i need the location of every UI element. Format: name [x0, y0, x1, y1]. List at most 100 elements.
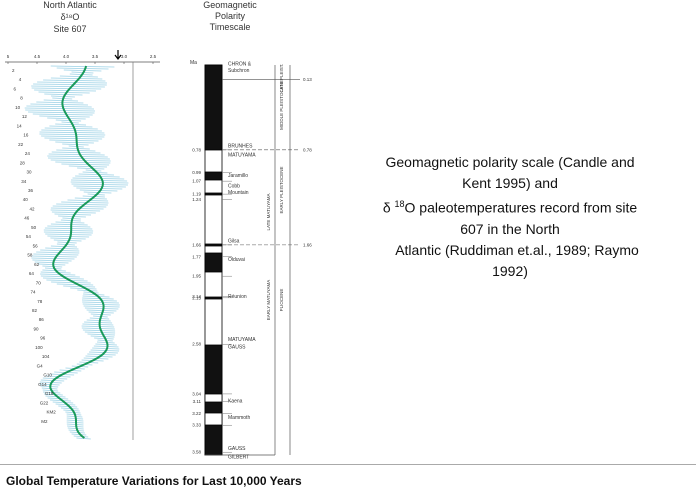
caption-text: O paleotemperatures record from site	[404, 199, 638, 216]
stage-label: 10	[15, 105, 21, 110]
stage-label: G18	[45, 391, 54, 396]
x-tick-label: 4.0	[63, 54, 70, 59]
epoch-label: MIDDLE PLEISTOCENE	[279, 80, 284, 130]
stage-label: 12	[22, 114, 28, 119]
title-line: North Atlantic	[43, 0, 97, 10]
chron-label: Mountain	[228, 190, 249, 196]
chron-label: MATUYAMA	[228, 152, 256, 158]
stage-label: 28	[20, 160, 26, 165]
stage-label: 4	[19, 77, 22, 82]
subdivision-label: EARLY MATUYAMA	[266, 280, 271, 320]
stage-label: 46	[24, 216, 30, 221]
age-label: 2.14	[192, 294, 201, 299]
stage-label: 82	[32, 308, 38, 313]
stage-label: 34	[21, 179, 27, 184]
x-tick-label: 3.5	[92, 54, 99, 59]
stage-label: 54	[26, 234, 32, 239]
stage-label: G4	[37, 363, 44, 368]
normal-reunion	[204, 296, 223, 300]
chron-label: Mammoth	[228, 415, 250, 421]
stage-label: 70	[36, 280, 42, 285]
age-label: 0.78	[192, 147, 201, 152]
stage-label: 50	[31, 225, 37, 230]
stage-label: 96	[40, 336, 46, 341]
title-line: Timescale	[210, 22, 251, 32]
normal-olduvai	[204, 252, 223, 273]
stage-label: G10	[43, 373, 52, 378]
chron-label: Jaramillo	[228, 173, 248, 179]
chron-label: GAUSS	[228, 446, 246, 452]
stage-label: 74	[30, 290, 36, 295]
polarity-column	[204, 64, 223, 456]
x-tick-label: 4.5	[34, 54, 41, 59]
stage-label: 56	[33, 243, 39, 248]
boundary-label: 1.66	[303, 242, 312, 247]
title-line: δ¹⁸O	[61, 12, 80, 22]
stage-label: 22	[18, 142, 24, 147]
stage-label: 100	[35, 345, 43, 350]
caption-line: Atlantic (Ruddiman et.al., 1989; Raymo	[395, 241, 639, 258]
figure: North Atlantic δ¹⁸O Site 607 Geomagnetic…	[5, 0, 313, 461]
stage-label: 30	[26, 170, 32, 175]
reversed-kaena	[204, 393, 223, 403]
stage-label: 64	[29, 271, 35, 276]
labels: 5 4.5 4.0 3.5 3.0 2.5246810121416222428303436…	[7, 54, 313, 461]
stage-label: 14	[17, 123, 23, 128]
stage-label: 16	[23, 133, 29, 138]
age-label: 0.99	[192, 170, 201, 175]
age-label: 1.19	[192, 192, 201, 197]
stage-label: 40	[23, 197, 29, 202]
age-label: 3.04	[192, 391, 201, 396]
age-label: 3.58	[192, 450, 201, 455]
age-label: 1.07	[192, 179, 201, 184]
epoch-label: EARLY PLEISTOCENE	[279, 166, 284, 213]
stage-label: M2	[41, 419, 48, 424]
arrow	[114, 50, 122, 60]
stage-label: 6	[14, 86, 17, 91]
stage-label: 42	[30, 206, 36, 211]
chron-label: Réunion	[228, 294, 247, 300]
right-title: Geomagnetic Polarity Timescale	[203, 0, 257, 32]
caption-line: Kent 1995) and	[462, 175, 558, 191]
age-label: 3.22	[192, 411, 201, 416]
footer-title: Global Temperature Variations for Last 1…	[6, 474, 302, 488]
caption-text: δ	[382, 199, 395, 216]
x-tick-label: 2.5	[150, 54, 157, 59]
reversed-mammoth	[204, 412, 223, 426]
stage-label: G22	[40, 400, 49, 405]
stage-label: 86	[39, 317, 45, 322]
age-label: 1.95	[192, 274, 201, 279]
normal-brunhes	[204, 64, 223, 151]
left-title: North Atlantic δ¹⁸O Site 607	[43, 0, 97, 34]
age-label: 3.33	[192, 423, 201, 428]
stage-label: KM2	[46, 410, 56, 415]
caption-line: 1992)	[492, 262, 528, 279]
caption-line: 607 in the North	[460, 220, 560, 237]
age-label: 1.66	[192, 242, 201, 247]
chron-label: Olduvai	[228, 257, 245, 263]
chron-label: CHRON &	[228, 62, 252, 68]
stage-label: 24	[25, 151, 31, 156]
divider	[0, 464, 696, 465]
chron-label: Kaena	[228, 399, 243, 405]
chron-label: Gilsa	[228, 239, 240, 245]
normal-cobb	[204, 192, 223, 196]
age-label: 2.58	[192, 342, 201, 347]
caption-line: δ 18O paleotemperatures record from site	[360, 194, 660, 219]
x-tick-label: 5	[7, 54, 10, 59]
stage-label: 2	[12, 68, 15, 73]
chron-label: Subchron	[228, 68, 250, 74]
normal-jaramillo	[204, 171, 223, 181]
title-line: Site 607	[53, 24, 86, 34]
stage-label: 78	[37, 299, 43, 304]
title-line: Geomagnetic	[203, 0, 257, 10]
boundary-label: 0.13	[303, 77, 312, 82]
stage-label: 8	[20, 96, 23, 101]
age-label: 1.24	[192, 197, 201, 202]
caption-line: Geomagnetic polarity scale (Candle and	[385, 154, 635, 170]
stage-label: 58	[27, 253, 33, 258]
stage-label: 90	[34, 326, 40, 331]
smoothed-curve	[49, 65, 109, 439]
stage-label: 36	[28, 188, 34, 193]
